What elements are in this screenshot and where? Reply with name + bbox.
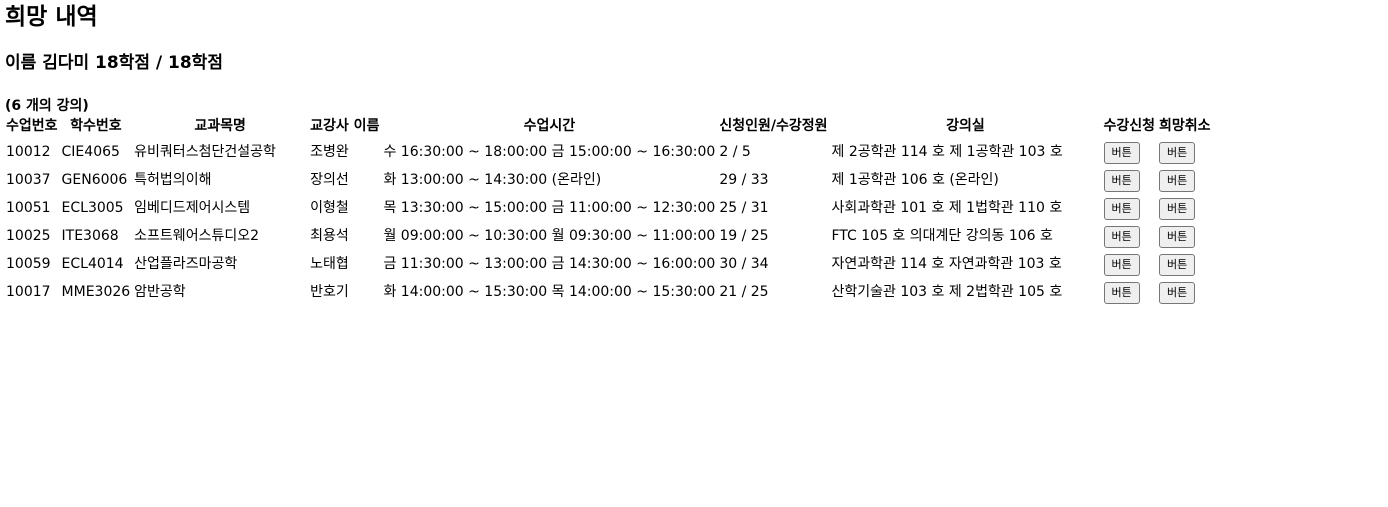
course-code-cell: ITE3068 xyxy=(61,228,119,244)
table-row: 10025 ITE3068 소프트웨어스튜디오2 최용석 월 09:00:00 ~ 10… xyxy=(5,223,1212,249)
course-name-cell: 암반공학 xyxy=(134,284,186,300)
course-no-cell: 10025 xyxy=(6,228,51,244)
enroll-button-cell: 버튼 xyxy=(1103,223,1157,249)
cancel-wish-button[interactable]: 버튼 xyxy=(1159,282,1196,304)
course-code-cell: CIE4065 xyxy=(61,144,120,160)
course-count: (6 개의 강의) xyxy=(5,98,89,114)
cancel-wish-button-cell: 버튼 xyxy=(1158,223,1212,249)
course-no-cell: 10037 xyxy=(6,172,51,188)
enroll-button-cell: 버튼 xyxy=(1103,251,1157,277)
table-header-row: 수업번호 학수번호 교과목명 교강사 이름 수업시간 신청인원/수강정원 강의실… xyxy=(5,115,1212,137)
header-room: 강의실 xyxy=(946,118,985,134)
header-course-code: 학수번호 xyxy=(70,118,122,134)
room-cell: 자연과학관 114 호 자연과학관 103 호 xyxy=(831,256,1062,272)
enroll-button-cell: 버튼 xyxy=(1103,139,1157,165)
cancel-wish-button-cell: 버튼 xyxy=(1158,167,1212,193)
enroll-button[interactable]: 버튼 xyxy=(1103,282,1140,304)
class-time-cell: 화 13:00:00 ~ 14:30:00 (온라인) xyxy=(383,172,602,188)
course-no-cell: 10017 xyxy=(6,284,51,300)
class-time-cell: 화 14:00:00 ~ 15:30:00 목 14:00:00 ~ 15:30… xyxy=(383,284,716,300)
header-cancel: 희망취소 xyxy=(1159,118,1211,134)
page: 희망 내역 이름 김다미 18학점 / 18학점 (6 개의 강의) 수업번호 … xyxy=(3,4,1214,307)
student-credits: 이름 김다미 18학점 / 18학점 xyxy=(5,53,223,73)
seats-cell: 25 / 31 xyxy=(719,200,769,216)
cancel-wish-button[interactable]: 버튼 xyxy=(1159,170,1196,192)
header-enroll: 수강신청 xyxy=(1103,118,1156,134)
course-name-cell: 임베디드제어시스템 xyxy=(134,200,251,216)
table-row: 10059 ECL4014 산업플라즈마공학 노태협 금 11:30:00 ~ 13:0… xyxy=(5,251,1212,277)
seats-cell: 30 / 34 xyxy=(719,256,769,272)
cancel-wish-button[interactable]: 버튼 xyxy=(1159,254,1196,276)
course-code-cell: ECL4014 xyxy=(61,256,124,272)
course-name-cell: 소프트웨어스튜디오2 xyxy=(134,228,259,244)
class-time-cell: 수 16:30:00 ~ 18:00:00 금 15:00:00 ~ 16:30… xyxy=(383,144,716,160)
professor-cell: 조병완 xyxy=(310,144,349,160)
room-cell: FTC 105 호 의대계단 강의동 106 호 xyxy=(831,228,1053,244)
cancel-wish-button[interactable]: 버튼 xyxy=(1159,226,1196,248)
cancel-wish-button-cell: 버튼 xyxy=(1158,279,1212,305)
header-seats: 신청인원/수강정원 xyxy=(719,118,828,134)
enroll-button[interactable]: 버튼 xyxy=(1103,254,1140,276)
wishlist-table: 수업번호 학수번호 교과목명 교강사 이름 수업시간 신청인원/수강정원 강의실… xyxy=(3,113,1214,307)
table-row: 10037 GEN6006 특허법의이해 장의선 화 13:00:00 ~ 14:30:… xyxy=(5,167,1212,193)
table-row: 10012 CIE4065 유비쿼터스첨단건설공학 조병완 수 16:30:00 ~ 1… xyxy=(5,139,1212,165)
room-cell: 사회과학관 101 호 제 1법학관 110 호 xyxy=(831,200,1063,216)
class-time-cell: 금 11:30:00 ~ 13:00:00 금 14:30:00 ~ 16:00… xyxy=(383,256,716,272)
room-cell: 제 1공학관 106 호 (온라인) xyxy=(831,172,999,188)
course-no-cell: 10059 xyxy=(6,256,51,272)
class-time-cell: 목 13:30:00 ~ 15:00:00 금 11:00:00 ~ 12:30… xyxy=(383,200,716,216)
professor-cell: 장의선 xyxy=(310,172,349,188)
room-cell: 산학기술관 103 호 제 2법학관 105 호 xyxy=(831,284,1063,300)
cancel-wish-button-cell: 버튼 xyxy=(1158,139,1212,165)
header-course-no: 수업번호 xyxy=(6,118,58,134)
course-name-cell: 산업플라즈마공학 xyxy=(134,256,238,272)
seats-cell: 2 / 5 xyxy=(719,144,751,160)
course-code-cell: ECL3005 xyxy=(61,200,124,216)
course-no-cell: 10012 xyxy=(6,144,51,160)
page-title: 희망 내역 xyxy=(5,4,98,30)
cancel-wish-button-cell: 버튼 xyxy=(1158,195,1212,221)
enroll-button[interactable]: 버튼 xyxy=(1103,198,1140,220)
cancel-wish-button[interactable]: 버튼 xyxy=(1159,198,1196,220)
header-class-time: 수업시간 xyxy=(523,118,576,134)
course-name-cell: 유비쿼터스첨단건설공학 xyxy=(134,144,276,160)
professor-cell: 이형철 xyxy=(310,200,349,216)
professor-cell: 최용석 xyxy=(310,228,349,244)
enroll-button-cell: 버튼 xyxy=(1103,195,1157,221)
enroll-button-cell: 버튼 xyxy=(1103,279,1157,305)
enroll-button-cell: 버튼 xyxy=(1103,167,1157,193)
room-cell: 제 2공학관 114 호 제 1공학관 103 호 xyxy=(831,144,1063,160)
course-code-cell: MME3026 xyxy=(61,284,131,300)
course-name-cell: 특허법의이해 xyxy=(134,172,212,188)
enroll-button[interactable]: 버튼 xyxy=(1103,226,1140,248)
course-code-cell: GEN6006 xyxy=(61,172,128,188)
header-professor: 교강사 이름 xyxy=(310,118,380,134)
professor-cell: 반호기 xyxy=(310,284,349,300)
enroll-button[interactable]: 버튼 xyxy=(1103,142,1140,164)
class-time-cell: 월 09:00:00 ~ 10:30:00 월 09:30:00 ~ 11:00… xyxy=(383,228,716,244)
enroll-button[interactable]: 버튼 xyxy=(1103,170,1140,192)
professor-cell: 노태협 xyxy=(310,256,349,272)
cancel-wish-button[interactable]: 버튼 xyxy=(1159,142,1196,164)
header-course-name: 교과목명 xyxy=(194,118,246,134)
seats-cell: 19 / 25 xyxy=(719,228,769,244)
table-row: 10051 ECL3005 임베디드제어시스템 이형철 목 13:30:00 ~ 15:… xyxy=(5,195,1212,221)
cancel-wish-button-cell: 버튼 xyxy=(1158,251,1212,277)
seats-cell: 21 / 25 xyxy=(719,284,769,300)
course-no-cell: 10051 xyxy=(6,200,51,216)
table-row: 10017 MME3026 암반공학 반호기 화 14:00:00 ~ 15:30:00… xyxy=(5,279,1212,305)
seats-cell: 29 / 33 xyxy=(719,172,769,188)
